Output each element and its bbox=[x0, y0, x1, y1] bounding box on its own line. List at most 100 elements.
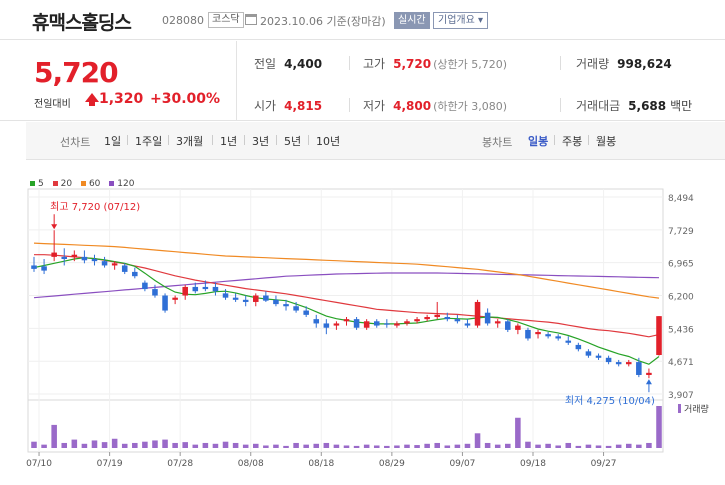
volume-bar bbox=[192, 444, 199, 448]
volume-bar bbox=[414, 445, 420, 448]
candle-body bbox=[313, 319, 320, 324]
candle-body bbox=[242, 299, 249, 302]
base-date: 2023.10.06 기준(장마감) bbox=[260, 15, 386, 28]
y-tick-label: 6,200 bbox=[668, 293, 694, 303]
tab-1day[interactable]: 1일 bbox=[104, 135, 122, 148]
chart-frame bbox=[27, 188, 664, 453]
chart-legend: 5 20 60 120 bbox=[30, 179, 140, 189]
candle-body bbox=[91, 259, 98, 262]
y-tick-label: 8,494 bbox=[668, 194, 694, 204]
candle-body bbox=[111, 263, 118, 266]
trade-value-amount: 5,688 bbox=[628, 99, 667, 113]
chevron-down-icon: ▾ bbox=[478, 15, 484, 26]
prev-close-label: 전일 bbox=[254, 57, 277, 71]
series-ma20 bbox=[34, 254, 660, 338]
tab-3year[interactable]: 3년 bbox=[252, 135, 270, 148]
legend-ma120-swatch bbox=[109, 181, 115, 186]
volume-bar bbox=[222, 441, 229, 448]
candle-body bbox=[253, 295, 259, 302]
min-annotation: 최저 4,275 (10/04) bbox=[565, 395, 655, 407]
current-price: 5,720 bbox=[34, 56, 119, 89]
candle-chart-label: 봉차트 bbox=[482, 136, 513, 149]
candle-body bbox=[51, 252, 57, 257]
corp-info-dropdown[interactable]: 기업개요 ▾ bbox=[433, 12, 489, 29]
volume-bar bbox=[242, 444, 249, 448]
candle-body bbox=[615, 362, 622, 365]
candle-body bbox=[101, 261, 108, 266]
up-arrow-icon bbox=[85, 93, 99, 106]
quote-panel: 5,720 전일대비 1,320 +30.00% 전일 4,400 고가 5,720… bbox=[0, 41, 725, 121]
price-change: 1,320 bbox=[99, 91, 144, 107]
low-label: 저가 bbox=[363, 99, 386, 113]
candle-body bbox=[585, 351, 592, 356]
volume-bar bbox=[182, 442, 188, 448]
tab-monthly[interactable]: 월봉 bbox=[596, 135, 617, 148]
candle-body bbox=[404, 321, 410, 324]
volume-bar bbox=[232, 442, 239, 448]
volume-bar bbox=[323, 442, 330, 448]
tab-10year[interactable]: 10년 bbox=[316, 135, 341, 148]
min-arrow-head bbox=[645, 379, 652, 385]
volume-bar bbox=[656, 406, 662, 448]
tab-daily[interactable]: 일봉 bbox=[528, 135, 549, 148]
candle-body bbox=[394, 323, 400, 326]
volume-bar bbox=[51, 424, 57, 448]
x-tick-label: 08/29 bbox=[379, 459, 405, 469]
market-badge: 코스닥 bbox=[208, 12, 244, 28]
x-tick-label: 08/18 bbox=[308, 459, 334, 469]
volume-bar bbox=[545, 443, 551, 448]
volume-bar bbox=[384, 445, 390, 448]
volume-bar bbox=[121, 443, 128, 448]
x-tick-label: 07/28 bbox=[167, 459, 193, 469]
candle-body bbox=[625, 362, 632, 365]
tab-weekly[interactable]: 주봉 bbox=[562, 135, 583, 148]
volume-bar bbox=[333, 444, 340, 448]
stock-code: 028080 bbox=[162, 14, 204, 27]
tab-1year[interactable]: 1년 bbox=[220, 135, 238, 148]
legend-ma120: 120 bbox=[109, 179, 134, 189]
candle-body bbox=[414, 319, 420, 322]
candle-body bbox=[444, 316, 451, 320]
tab-1week[interactable]: 1주일 bbox=[135, 135, 163, 148]
realtime-button[interactable]: 실시간 bbox=[394, 12, 430, 29]
volume-bar bbox=[132, 442, 138, 448]
candle-body bbox=[232, 297, 239, 300]
candle-body bbox=[525, 329, 531, 339]
candle-body bbox=[31, 265, 37, 269]
volume-bar bbox=[303, 444, 309, 448]
tab-3month[interactable]: 3개월 bbox=[176, 135, 204, 148]
tab-5year[interactable]: 5년 bbox=[284, 135, 302, 148]
candle-body bbox=[424, 316, 430, 320]
volume-bar bbox=[444, 445, 451, 448]
high-value: 5,720 bbox=[393, 57, 432, 71]
candle-body bbox=[61, 256, 68, 260]
stock-name: 휴맥스홀딩스 bbox=[32, 12, 132, 34]
chart-canvas: 8,494 7,729 6,965 6,200 5,436 4,671 3,907 07/10… bbox=[26, 188, 709, 469]
candle-body bbox=[121, 265, 128, 272]
candle-body bbox=[273, 299, 279, 305]
volume-legend-swatch bbox=[678, 404, 681, 413]
volume-bar bbox=[525, 441, 531, 448]
volume-bar bbox=[464, 443, 471, 448]
volume-bar bbox=[313, 443, 320, 448]
volume-bar bbox=[555, 445, 561, 448]
y-tick-label: 7,729 bbox=[668, 227, 694, 237]
candle-body bbox=[343, 319, 350, 322]
volume-value: 998,624 bbox=[617, 57, 672, 71]
volume-bar bbox=[404, 444, 410, 448]
legend-ma60: 60 bbox=[80, 179, 100, 189]
candle-body bbox=[132, 271, 138, 277]
candle-body bbox=[464, 323, 471, 326]
legend-ma5-swatch bbox=[30, 181, 35, 186]
volume-label: 거래량 bbox=[576, 57, 610, 71]
candle-body bbox=[363, 321, 370, 328]
candle-body bbox=[353, 319, 360, 328]
volume-bar bbox=[505, 443, 511, 448]
volume-bar bbox=[353, 445, 360, 448]
high-label: 고가 bbox=[363, 57, 386, 71]
volume-bar bbox=[71, 439, 78, 448]
candle-body bbox=[494, 321, 501, 324]
lower-limit: (하한가 3,080) bbox=[433, 100, 507, 113]
prev-close: 전일 4,400 bbox=[254, 55, 322, 72]
candle-body bbox=[152, 289, 158, 296]
